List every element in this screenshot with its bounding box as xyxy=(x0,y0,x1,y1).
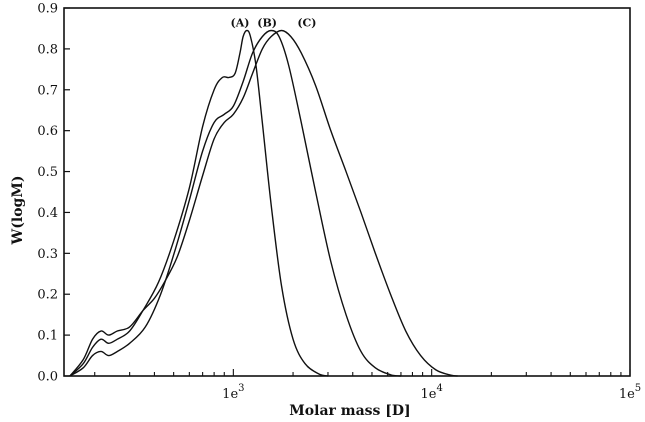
series-group: (A) (B) (C) xyxy=(69,16,458,377)
y-tick-label: 0.7 xyxy=(37,83,58,98)
y-tick-label: 0.8 xyxy=(37,42,58,57)
x-axis-label: Molar mass [D] xyxy=(289,403,410,419)
y-tick-label: 0.0 xyxy=(37,370,58,385)
y-tick-label: 0.5 xyxy=(37,165,58,180)
series-b-label: (B) xyxy=(257,16,277,29)
series-b-line xyxy=(69,29,402,377)
x-tick-label: 1e3 xyxy=(222,383,244,402)
series-c-line xyxy=(69,29,458,377)
y-tick-label: 0.9 xyxy=(37,2,58,17)
series-a-line xyxy=(69,29,329,377)
series-c-label: (C) xyxy=(297,16,316,29)
series-a-label: (A) xyxy=(230,16,249,29)
y-tick-label: 0.3 xyxy=(37,247,58,262)
x-axis-ticks: 1e3 1e4 1e5 xyxy=(94,369,641,402)
y-tick-label: 0.4 xyxy=(37,206,58,221)
x-tick-label: 1e5 xyxy=(619,383,641,402)
y-tick-label: 0.1 xyxy=(37,329,58,344)
x-tick-label: 1e4 xyxy=(421,383,443,402)
y-axis-ticks: 0.0 0.1 0.2 0.3 0.4 0.5 0.6 0.7 0.8 0.9 xyxy=(37,2,70,385)
plot-frame xyxy=(63,7,631,377)
y-axis-label: W(logM) xyxy=(10,176,26,246)
y-tick-label: 0.2 xyxy=(37,288,58,303)
y-tick-label: 0.6 xyxy=(37,124,58,139)
